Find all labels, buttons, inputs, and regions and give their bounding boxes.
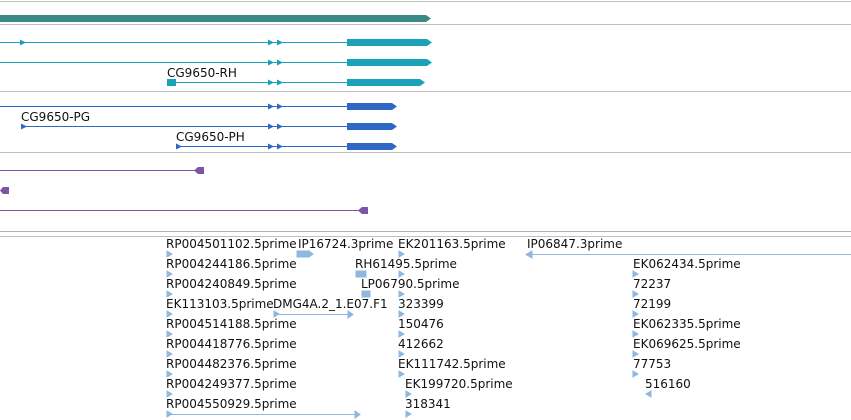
est-label: 516160 [645, 377, 691, 391]
est-glyph [166, 330, 173, 338]
transcript-cg9650-pg[interactable] [21, 123, 397, 130]
est-label: RP004482376.5prime [166, 357, 297, 371]
est-glyph [166, 270, 173, 278]
est-label: EK113103.5prime [166, 297, 274, 311]
feature-purple-1[interactable] [0, 167, 204, 174]
est-glyph [398, 250, 405, 258]
est-glyph [166, 310, 173, 318]
transcript-blue-1[interactable] [0, 103, 397, 110]
est-label: EK199720.5prime [405, 377, 513, 391]
est-glyph [632, 310, 639, 318]
est-label: IP06847.3prime [527, 237, 623, 251]
est-label: 323399 [398, 297, 444, 311]
est-glyph [398, 290, 405, 298]
est-label: 318341 [405, 397, 451, 411]
est-glyph [166, 410, 173, 418]
est-glyph [273, 310, 280, 318]
est-glyph [525, 250, 533, 259]
est-glyph [405, 410, 412, 418]
est-label: RH61495.5prime [355, 257, 457, 271]
transcript-cg9650-ph[interactable] [176, 143, 397, 150]
est-label: RP004514188.5prime [166, 317, 297, 331]
est-glyph [398, 350, 405, 358]
est-label: DMG4A.2_1.E07.F1 [273, 297, 388, 311]
est-glyph [645, 390, 652, 398]
est-label: 72199 [633, 297, 672, 311]
est-label: 412662 [398, 337, 444, 351]
est-label: RP004418776.5prime [166, 337, 297, 351]
transcript-teal-1[interactable] [0, 39, 432, 46]
est-glyph [398, 270, 405, 278]
est-label: IP16724.3prime [298, 237, 394, 251]
feature-purple-2[interactable] [0, 187, 9, 194]
est-label: LP06790.5prime [361, 277, 460, 291]
est-glyph [166, 370, 173, 378]
est-glyph [632, 270, 639, 278]
est-glyph [308, 250, 314, 258]
feature-purple-3[interactable] [0, 207, 368, 214]
est-label: 72237 [633, 277, 672, 291]
est-label: RP004501102.5prime [166, 237, 297, 251]
label-cg9650-pg: CG9650-PG [21, 110, 91, 124]
est-glyph [398, 310, 405, 318]
est-glyph [354, 410, 361, 419]
label-cg9650-rh: CG9650-RH [167, 66, 237, 80]
est-label: RP004244186.5prime [166, 257, 297, 271]
est-label: EK062335.5prime [633, 317, 741, 331]
est-glyph [347, 310, 354, 319]
label-cg9650-ph: CG9650-PH [176, 130, 245, 144]
est-glyph [166, 390, 173, 398]
est-label: RP004240849.5prime [166, 277, 297, 291]
est-glyph [361, 290, 371, 298]
est-glyph [632, 330, 639, 338]
est-glyph [398, 330, 405, 338]
est-label: 77753 [633, 357, 672, 371]
est-glyph [355, 270, 367, 278]
est-label: EK111742.5prime [398, 357, 506, 371]
est-label: 150476 [398, 317, 444, 331]
transcript-cg9650-rh[interactable] [167, 79, 425, 86]
est-glyph [632, 290, 639, 298]
gene-span[interactable] [0, 15, 431, 22]
est-glyph [632, 350, 639, 358]
est-label: EK062434.5prime [633, 257, 741, 271]
track-separators [0, 1, 851, 237]
est-glyph [166, 350, 173, 358]
est-glyph [405, 390, 412, 398]
est-label: EK201163.5prime [398, 237, 506, 251]
est-label: RP004550929.5prime [166, 397, 297, 411]
est-label: RP004249377.5prime [166, 377, 297, 391]
est-features [166, 250, 851, 419]
transcript-teal-2[interactable] [0, 59, 432, 66]
est-glyph [166, 250, 173, 258]
est-glyph [632, 370, 639, 378]
est-glyph [398, 370, 405, 378]
est-label: EK069625.5prime [633, 337, 741, 351]
est-glyph [296, 250, 310, 258]
est-glyph [166, 290, 173, 298]
